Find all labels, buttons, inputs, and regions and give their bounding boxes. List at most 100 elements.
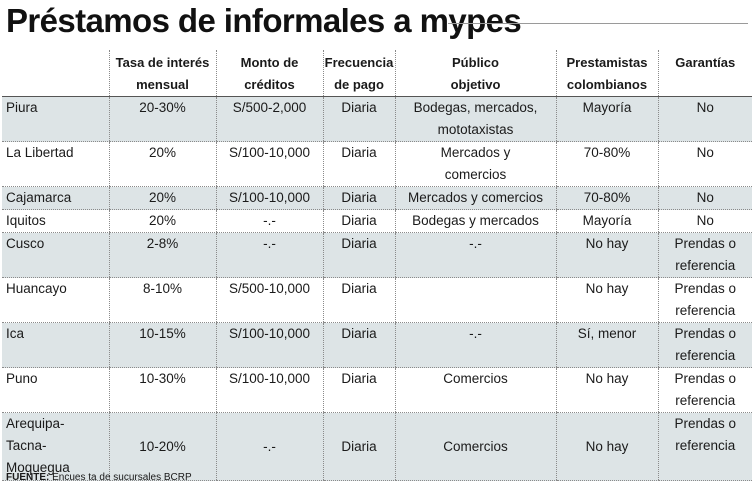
cell-garantias: No	[657, 96, 752, 142]
table-row: Piura 20-30% S/500-2,000 Diaria Bodegas,…	[2, 96, 752, 142]
cell-region-line2: Tacna-	[6, 438, 47, 453]
header-region	[2, 50, 109, 97]
cell-prestamistas: Sí, menor	[555, 322, 658, 368]
cell-region: Huancayo	[2, 277, 109, 323]
cell-frecuencia: Diaria	[322, 209, 395, 233]
cell-publico-line1: Bodegas, mercados,	[413, 100, 538, 115]
cell-region-line1: Arequipa-	[6, 416, 65, 431]
cell-frecuencia: Diaria	[322, 141, 395, 187]
cell-monto: S/100-10,000	[215, 367, 323, 413]
cell-publico: -.-	[394, 232, 556, 278]
cell-garantias-line1: Prendas o	[674, 371, 737, 386]
cell-region: Ica	[2, 322, 109, 368]
table-row: Arequipa- Tacna- Moquegua 10-20% -.- Diari…	[2, 412, 752, 481]
cell-region: Cusco	[2, 232, 109, 278]
cell-garantias-line1: Prendas o	[674, 281, 737, 296]
cell-prestamistas: 70-80%	[555, 141, 658, 187]
cell-prestamistas: No hay	[555, 232, 658, 278]
cell-frecuencia: Diaria	[322, 412, 395, 481]
header-prest-line1: Prestamistas	[566, 55, 648, 70]
cell-publico-line2: mototaxistas	[437, 122, 514, 137]
cell-tasa: 8-10%	[108, 277, 216, 323]
cell-prestamistas: 70-80%	[555, 186, 658, 210]
cell-tasa: 20%	[108, 186, 216, 210]
cell-garantias-line2: referencia	[675, 438, 736, 453]
cell-publico: Mercados y comercios	[394, 186, 556, 210]
cell-region: Arequipa- Tacna- Moquegua	[2, 412, 109, 481]
cell-publico: -.-	[394, 322, 556, 368]
cell-monto: S/100-10,000	[215, 186, 323, 210]
header-row: Tasa de interés mensual Monto de créditos …	[2, 50, 752, 97]
table-row: Cajamarca 20% S/100-10,000 Diaria Mercad…	[2, 186, 752, 210]
lending-table: Tasa de interés mensual Monto de créditos …	[2, 50, 752, 481]
cell-tasa: 10-20%	[108, 412, 216, 481]
cell-monto: S/500-10,000	[215, 277, 323, 323]
cell-region: Puno	[2, 367, 109, 413]
header-prest-line2: colombianos	[566, 77, 648, 92]
header-tasa-line1: Tasa de interés	[115, 55, 210, 70]
cell-prestamistas: Mayoría	[555, 209, 658, 233]
table-row: La Libertad 20% S/100-10,000 Diaria Merc…	[2, 141, 752, 187]
header-publico: Público objetivo	[394, 50, 556, 97]
cell-monto: S/100-10,000	[215, 141, 323, 187]
header-prestamistas: Prestamistas colombianos	[555, 50, 658, 97]
source-text: Encues ta de sucursales BCRP	[52, 472, 192, 483]
cell-garantias-line1: Prendas o	[674, 236, 737, 251]
cell-prestamistas: No hay	[555, 412, 658, 481]
cell-prestamistas: No hay	[555, 367, 658, 413]
cell-garantias-line2: referencia	[675, 348, 736, 363]
cell-garantias-line2: referencia	[675, 393, 736, 408]
cell-garantias: Prendas o referencia	[657, 322, 752, 368]
page-title: Préstamos de informales a mypes	[6, 2, 522, 39]
cell-garantias-line2: referencia	[675, 258, 736, 273]
header-freq-line1: Frecuencia	[324, 55, 394, 70]
header-garantias: Garantías	[657, 50, 752, 97]
table-row: Huancayo 8-10% S/500-10,000 Diaria No ha…	[2, 277, 752, 323]
cell-tasa: 20-30%	[108, 96, 216, 142]
cell-region-line3: Moquegua	[6, 460, 70, 475]
cell-publico: Comercios	[394, 367, 556, 413]
header-garantias-label: Garantías	[675, 55, 736, 70]
cell-frecuencia: Diaria	[322, 186, 395, 210]
cell-tasa: 10-15%	[108, 322, 216, 368]
cell-garantias: Prendas o referencia	[657, 367, 752, 413]
cell-garantias: Prendas o referencia	[657, 412, 752, 481]
cell-publico-line1: Mercados y	[440, 145, 511, 160]
cell-region: Cajamarca	[2, 186, 109, 210]
table-row: Puno 10-30% S/100-10,000 Diaria Comercio…	[2, 367, 752, 413]
cell-region: La Libertad	[2, 141, 109, 187]
cell-frecuencia: Diaria	[322, 96, 395, 142]
header-tasa: Tasa de interés mensual	[108, 50, 216, 97]
cell-monto: S/100-10,000	[215, 322, 323, 368]
table-row: Cusco 2-8% -.- Diaria -.- No hay Prendas…	[2, 232, 752, 278]
cell-tasa: 20%	[108, 141, 216, 187]
cell-frecuencia: Diaria	[322, 232, 395, 278]
header-freq-line2: de pago	[334, 77, 384, 92]
header-monto-line2: créditos	[244, 77, 295, 92]
cell-tasa: 20%	[108, 209, 216, 233]
header-monto-line1: Monto de	[240, 55, 299, 70]
cell-garantias-line1: Prendas o	[674, 326, 737, 341]
cell-monto: S/500-2,000	[215, 96, 323, 142]
cell-publico: Bodegas y mercados	[394, 209, 556, 233]
cell-garantias: No	[657, 186, 752, 210]
cell-publico: Comercios	[394, 412, 556, 481]
header-publico-line2: objetivo	[450, 77, 501, 92]
header-frecuencia: Frecuencia de pago	[322, 50, 395, 97]
cell-frecuencia: Diaria	[322, 277, 395, 323]
cell-frecuencia: Diaria	[322, 367, 395, 413]
header-monto: Monto de créditos	[215, 50, 323, 97]
table-row: Ica 10-15% S/100-10,000 Diaria -.- Sí, m…	[2, 322, 752, 368]
cell-publico: Bodegas, mercados, mototaxistas	[394, 96, 556, 142]
cell-garantias: No	[657, 209, 752, 233]
cell-garantias: Prendas o referencia	[657, 277, 752, 323]
cell-publico-line2: comercios	[444, 167, 507, 182]
cell-garantias-line1: Prendas o	[674, 416, 737, 431]
cell-region: Iquitos	[2, 209, 109, 233]
cell-publico: Mercados y comercios	[394, 141, 556, 187]
source-label: FUENTE:	[6, 472, 50, 483]
title-rule	[448, 23, 748, 24]
cell-publico	[394, 277, 556, 323]
cell-tasa: 10-30%	[108, 367, 216, 413]
cell-prestamistas: No hay	[555, 277, 658, 323]
